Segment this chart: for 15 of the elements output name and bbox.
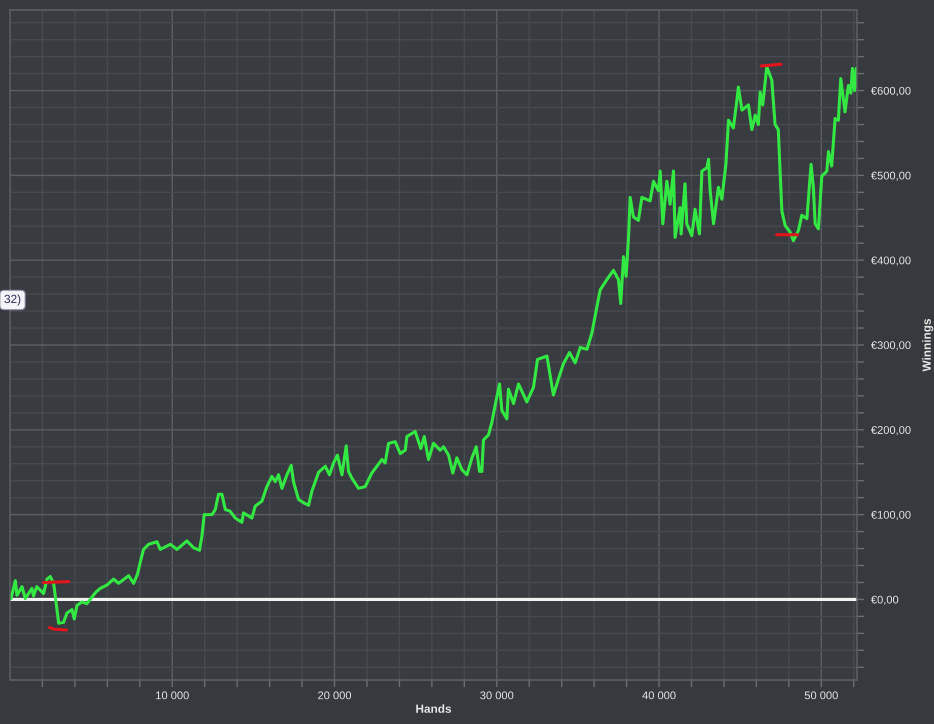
x-axis-title: Hands xyxy=(416,704,452,713)
y-tick-label: €300,00 xyxy=(870,341,911,350)
y-tick-label: €200,00 xyxy=(870,426,911,436)
y-tick-label: €0,00 xyxy=(870,596,898,605)
y-tick-label: €600,00 xyxy=(870,86,911,96)
x-tick-label: 10 000 xyxy=(156,691,189,700)
x-tick-label: 30 000 xyxy=(480,691,514,700)
y-axis-title: Winnings xyxy=(922,318,934,372)
x-tick-label: 40 000 xyxy=(642,691,676,700)
annotation: 32) xyxy=(4,294,20,306)
y-tick-label: €100,00 xyxy=(870,510,911,520)
x-tick-label: 20 000 xyxy=(318,691,352,700)
y-tick-label: €400,00 xyxy=(870,256,911,266)
y-tick-label: €500,00 xyxy=(870,172,911,181)
x-tick-label: 50 000 xyxy=(804,691,838,700)
